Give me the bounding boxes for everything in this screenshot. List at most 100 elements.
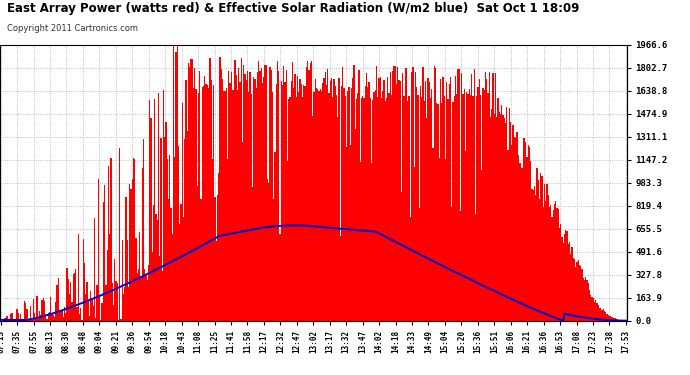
Bar [367, 87, 368, 321]
Bar [382, 90, 384, 321]
Bar [253, 77, 255, 321]
Bar [304, 86, 306, 321]
Bar [366, 73, 367, 321]
Bar [307, 61, 308, 321]
Bar [34, 313, 35, 321]
Bar [618, 320, 619, 321]
Bar [604, 311, 605, 321]
Bar [471, 74, 473, 321]
Bar [509, 108, 510, 321]
Bar [295, 74, 296, 321]
Bar [3, 318, 5, 321]
Bar [461, 74, 462, 321]
Bar [515, 138, 516, 321]
Bar [55, 302, 57, 321]
Bar [502, 115, 504, 321]
Bar [230, 72, 232, 321]
Bar [143, 139, 144, 321]
Bar [283, 66, 284, 321]
Bar [319, 88, 321, 321]
Bar [52, 315, 54, 321]
Bar [400, 81, 401, 321]
Bar [417, 95, 419, 321]
Bar [252, 188, 253, 321]
Bar [215, 241, 217, 321]
Bar [218, 172, 219, 321]
Bar [565, 231, 566, 321]
Bar [268, 183, 269, 321]
Bar [99, 297, 100, 321]
Bar [37, 318, 39, 321]
Bar [560, 224, 562, 321]
Bar [465, 151, 466, 321]
Bar [194, 68, 195, 321]
Bar [288, 99, 289, 321]
Bar [496, 117, 497, 321]
Bar [237, 90, 238, 321]
Bar [579, 265, 580, 321]
Bar [393, 66, 395, 321]
Bar [183, 217, 184, 321]
Bar [505, 123, 506, 321]
Bar [385, 100, 386, 321]
Bar [467, 94, 469, 321]
Bar [157, 220, 158, 321]
Bar [411, 72, 412, 321]
Bar [398, 80, 400, 321]
Bar [85, 294, 86, 321]
Bar [296, 98, 297, 321]
Bar [103, 202, 104, 321]
Bar [130, 189, 132, 321]
Bar [397, 66, 398, 321]
Bar [69, 294, 70, 321]
Bar [164, 136, 166, 321]
Bar [595, 300, 596, 321]
Bar [376, 66, 377, 321]
Bar [344, 96, 346, 321]
Bar [377, 97, 378, 321]
Bar [80, 308, 81, 321]
Bar [372, 100, 373, 321]
Bar [9, 320, 10, 321]
Bar [129, 184, 130, 321]
Bar [135, 238, 137, 321]
Bar [163, 90, 164, 321]
Bar [451, 207, 453, 321]
Bar [98, 179, 99, 321]
Bar [273, 200, 275, 321]
Bar [152, 252, 153, 321]
Bar [83, 240, 84, 321]
Bar [44, 301, 45, 321]
Bar [470, 96, 471, 321]
Bar [351, 88, 352, 321]
Bar [352, 78, 353, 321]
Bar [112, 305, 114, 321]
Bar [28, 320, 29, 321]
Bar [141, 168, 143, 321]
Bar [10, 314, 11, 321]
Bar [589, 290, 590, 321]
Bar [160, 138, 161, 321]
Bar [106, 250, 108, 321]
Bar [580, 266, 582, 321]
Bar [420, 86, 421, 321]
Bar [239, 82, 241, 321]
Bar [404, 96, 405, 321]
Bar [172, 234, 173, 321]
Bar [484, 90, 485, 321]
Bar [620, 320, 622, 321]
Bar [493, 73, 494, 321]
Bar [356, 99, 357, 321]
Bar [223, 91, 224, 321]
Text: Copyright 2011 Cartronics.com: Copyright 2011 Cartronics.com [7, 24, 138, 33]
Bar [302, 97, 303, 321]
Bar [90, 291, 92, 321]
Bar [619, 320, 620, 321]
Bar [167, 159, 168, 321]
Bar [387, 77, 388, 321]
Bar [427, 78, 428, 321]
Bar [608, 315, 609, 321]
Bar [386, 98, 387, 321]
Bar [388, 93, 390, 321]
Bar [556, 208, 558, 321]
